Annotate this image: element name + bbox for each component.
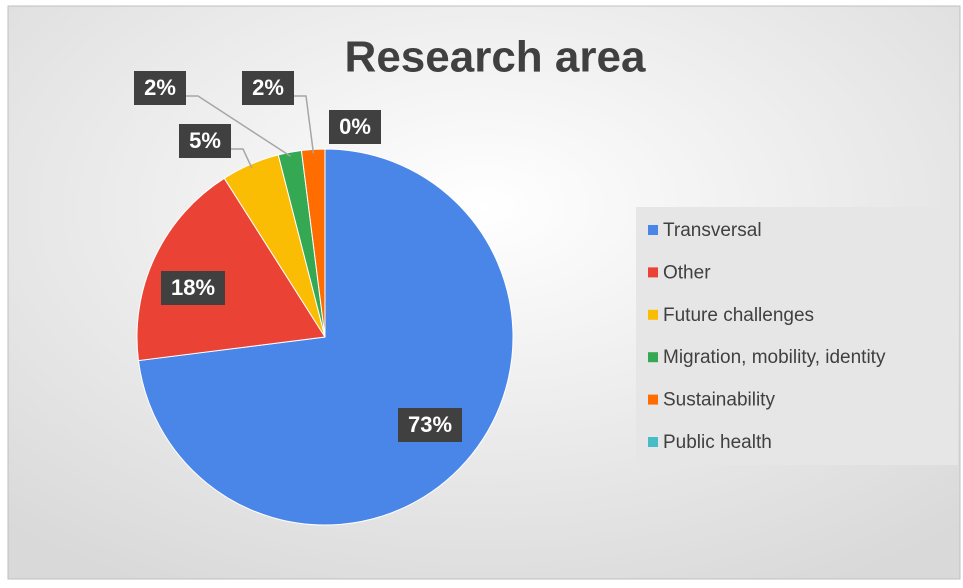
legend-marker xyxy=(648,394,658,405)
data-label: 18% xyxy=(171,275,215,300)
data-label-box xyxy=(161,271,225,305)
data-label-box xyxy=(398,408,462,442)
legend-label: Future challenges xyxy=(663,305,814,326)
legend-label: Sustainability xyxy=(663,390,775,411)
legend-label: Other xyxy=(663,262,711,283)
data-label-box xyxy=(329,110,381,144)
leader-line xyxy=(231,148,253,169)
data-label-box xyxy=(179,124,231,158)
legend-marker xyxy=(648,267,658,278)
legend-marker xyxy=(648,225,658,235)
data-label-box xyxy=(134,71,186,105)
data-label: 5% xyxy=(189,128,221,153)
legend-label: Migration, mobility, identity xyxy=(663,347,886,368)
legend-marker xyxy=(648,352,658,363)
chart-title: Research area xyxy=(345,33,646,82)
legend-label: Public health xyxy=(663,432,772,453)
data-label: 0% xyxy=(339,114,371,139)
leader-line xyxy=(186,95,291,157)
leader-line xyxy=(294,95,315,154)
legend-marker xyxy=(648,309,658,320)
legend-marker xyxy=(648,437,658,447)
data-label-box xyxy=(242,71,294,105)
data-label: 73% xyxy=(408,412,452,437)
pie-slice xyxy=(136,177,326,362)
legend xyxy=(636,207,958,465)
data-label: 2% xyxy=(144,75,176,100)
data-label: 2% xyxy=(252,75,284,100)
legend-label: Transversal xyxy=(663,220,762,241)
